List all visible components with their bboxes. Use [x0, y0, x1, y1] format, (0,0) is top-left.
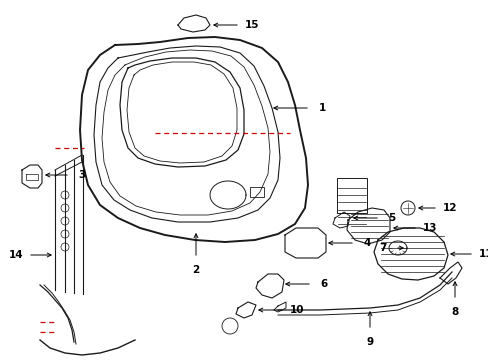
- Text: 15: 15: [244, 20, 259, 30]
- Text: 3: 3: [78, 170, 85, 180]
- Text: 14: 14: [9, 250, 23, 260]
- Text: 8: 8: [450, 307, 458, 317]
- Text: 9: 9: [366, 337, 373, 347]
- Text: 4: 4: [363, 238, 370, 248]
- Text: 5: 5: [387, 213, 395, 223]
- Text: 10: 10: [289, 305, 304, 315]
- Text: 7: 7: [379, 243, 386, 253]
- Text: 2: 2: [192, 265, 199, 275]
- Text: 1: 1: [318, 103, 325, 113]
- Text: 12: 12: [442, 203, 456, 213]
- Text: 13: 13: [422, 223, 436, 233]
- Text: 11: 11: [478, 249, 488, 259]
- Text: 6: 6: [320, 279, 327, 289]
